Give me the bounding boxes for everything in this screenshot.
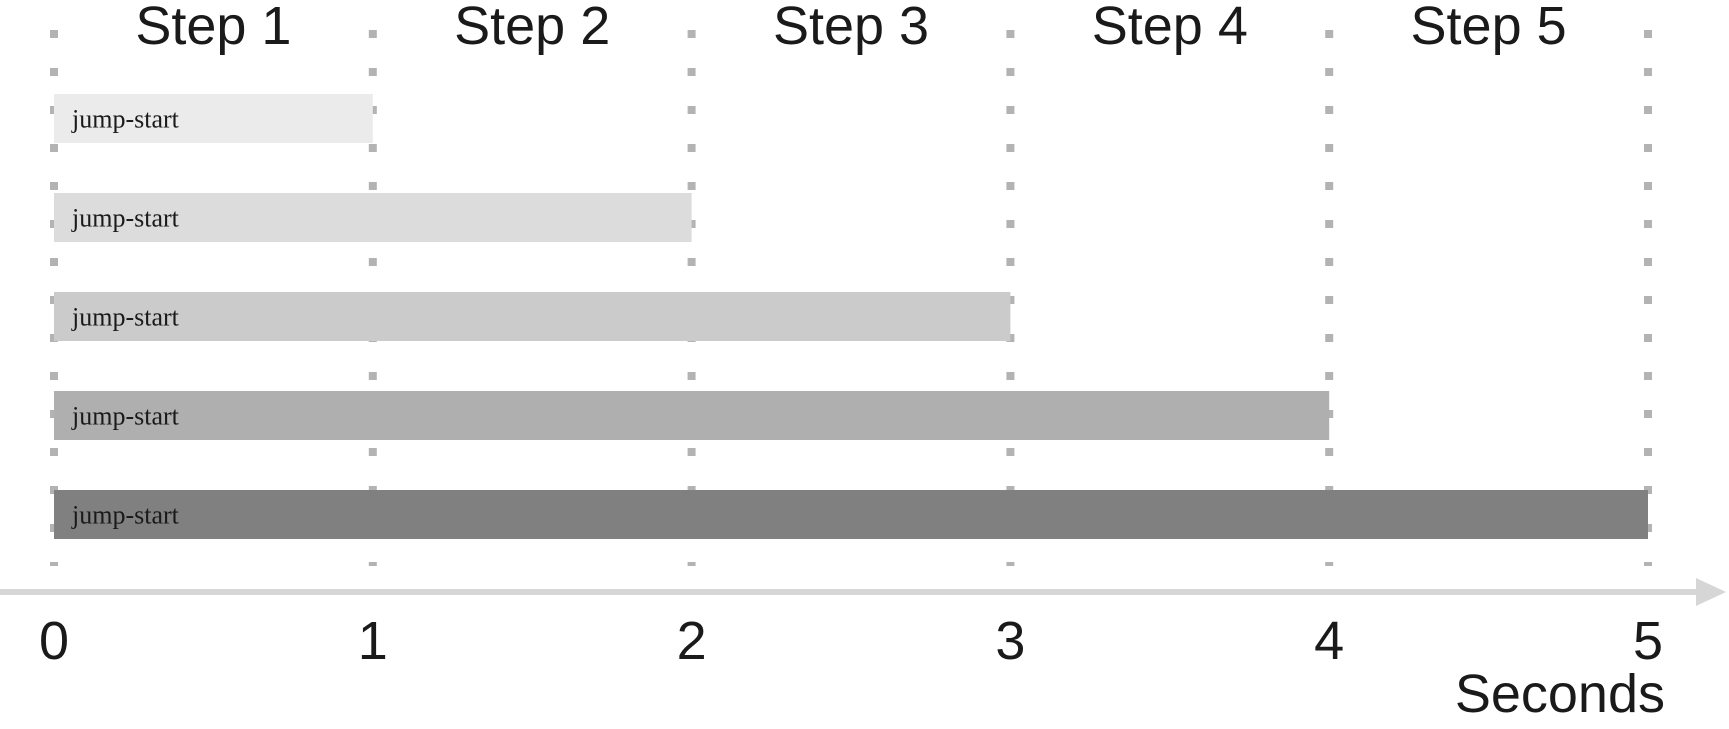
step-labels: Step 1 Step 2 Step 3 Step 4 Step 5: [135, 0, 1566, 56]
tick-label-3: 3: [995, 611, 1025, 671]
bar-label-2: jump-start: [71, 204, 180, 233]
bar-4: [54, 391, 1330, 440]
bar-3: [54, 292, 1011, 341]
tick-label-4: 4: [1314, 611, 1344, 671]
step-label-4: Step 4: [1092, 0, 1248, 56]
bar-label-4: jump-start: [71, 402, 180, 431]
tick-label-1: 1: [358, 611, 388, 671]
x-axis-title: Seconds: [1455, 664, 1665, 724]
tick-label-2: 2: [677, 611, 707, 671]
step-label-1: Step 1: [135, 0, 291, 56]
bar-5: [54, 490, 1648, 539]
step-label-3: Step 3: [773, 0, 929, 56]
x-axis: [0, 578, 1726, 606]
step-label-5: Step 5: [1411, 0, 1567, 56]
bar-label-5: jump-start: [71, 501, 180, 530]
bar-2: [54, 193, 692, 242]
tick-labels: 0 1 2 3 4 5: [39, 611, 1663, 671]
bars: jump-start jump-start jump-start jump-start…: [54, 94, 1648, 539]
bar-label-3: jump-start: [71, 303, 180, 332]
tick-label-5: 5: [1633, 611, 1663, 671]
bar-label-1: jump-start: [71, 105, 180, 134]
tick-label-0: 0: [39, 611, 69, 671]
step-label-2: Step 2: [454, 0, 610, 56]
bar-1: [54, 94, 373, 143]
x-axis-arrow-icon: [1696, 578, 1726, 606]
